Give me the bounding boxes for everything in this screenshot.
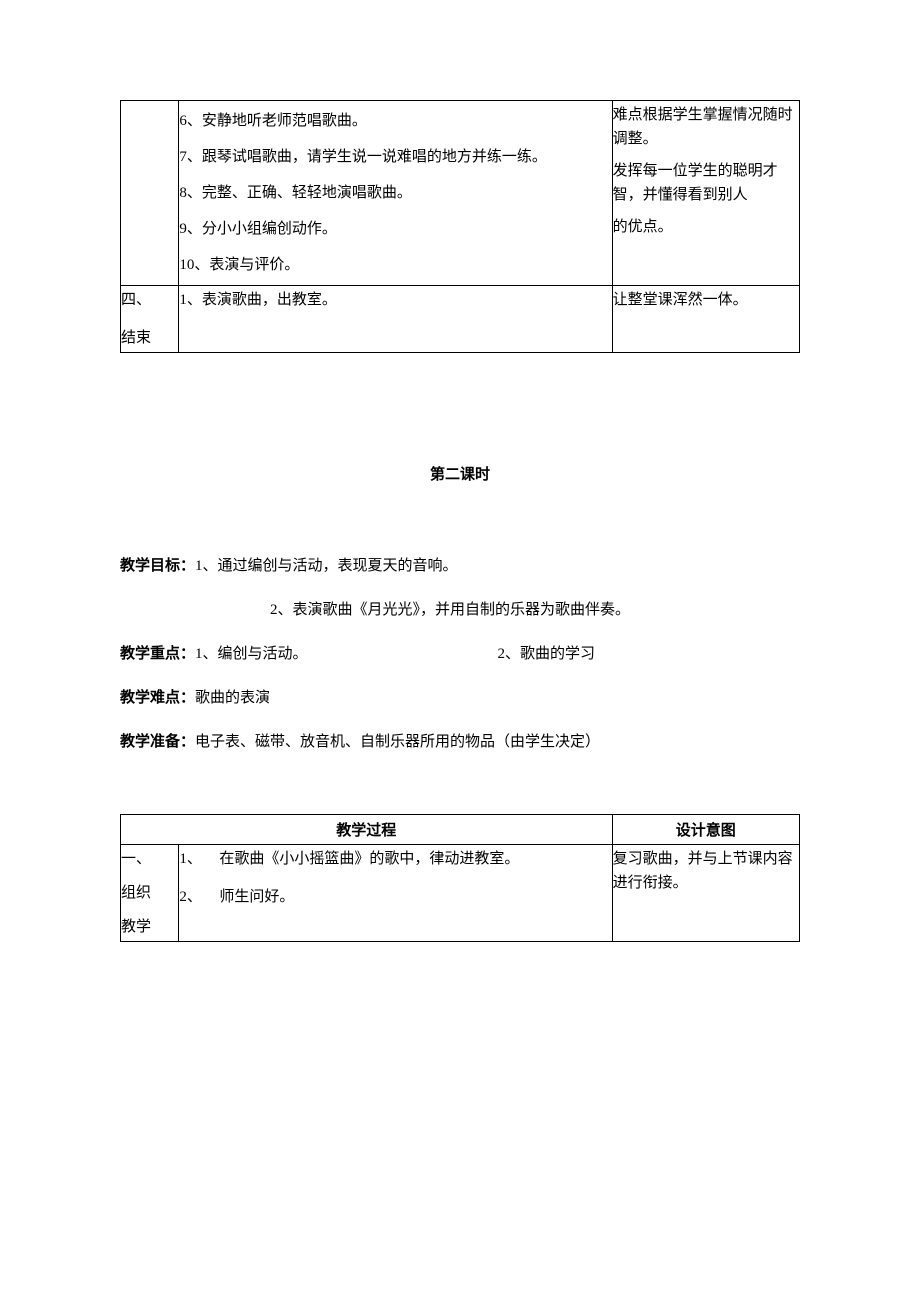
keypoint-item-2: 2、歌曲的学习 [498, 642, 596, 666]
cell-intent: 复习歌曲，并与上节课内容进行衔接。 [612, 845, 799, 942]
header-intent: 设计意图 [612, 815, 799, 845]
process-line: 2、师生问好。 [179, 885, 611, 909]
cell-stage [121, 101, 179, 286]
difficulty-label: 教学难点： [120, 690, 195, 706]
table-row: 一、 组织 教学 1、在歌曲《小小摇篮曲》的歌中，律动进教室。 2、师生问好。 … [121, 845, 800, 942]
difficulty-line: 教学难点：歌曲的表演 [120, 686, 800, 710]
process-line: 10、表演与评价。 [179, 247, 611, 283]
intent-line: 让整堂课浑然一体。 [613, 288, 799, 312]
intent-line: 复习歌曲，并与上节课内容进行衔接。 [613, 847, 799, 895]
cell-stage: 一、 组织 教学 [121, 845, 179, 942]
header-process: 教学过程 [121, 815, 613, 845]
objectives-line-1: 教学目标：1、通过编创与活动，表现夏天的音响。 [120, 554, 800, 578]
process-line: 1、在歌曲《小小摇篮曲》的歌中，律动进教室。 [179, 847, 611, 871]
lesson-table-2: 教学过程 设计意图 一、 组织 教学 1、在歌曲《小小摇篮曲》的歌中，律动进教室… [120, 814, 800, 942]
prep-label: 教学准备： [120, 734, 195, 750]
difficulty-text: 歌曲的表演 [195, 690, 270, 706]
document-page: 6、安静地听老师范唱歌曲。 7、跟琴试唱歌曲，请学生说一说难唱的地方并练一练。 … [0, 0, 920, 1002]
stage-line: 结束 [121, 326, 178, 350]
keypoint-line: 教学重点：1、编创与活动。 2、歌曲的学习 [120, 642, 800, 666]
process-line: 9、分小小组编创动作。 [179, 211, 611, 247]
objectives-item-2: 2、表演歌曲《月光光》，并用自制的乐器为歌曲伴奏。 [120, 598, 800, 622]
keypoint-label: 教学重点： [120, 646, 195, 662]
table-row: 6、安静地听老师范唱歌曲。 7、跟琴试唱歌曲，请学生说一说难唱的地方并练一练。 … [121, 101, 800, 286]
intent-line: 难点根据学生掌握情况随时调整。 [613, 103, 799, 151]
cell-process: 1、在歌曲《小小摇篮曲》的歌中，律动进教室。 2、师生问好。 [179, 845, 612, 942]
process-line: 8、完整、正确、轻轻地演唱歌曲。 [179, 175, 611, 211]
keypoint-item-1: 1、编创与活动。 [195, 646, 308, 662]
section-title: 第二课时 [120, 463, 800, 484]
cell-stage: 四、 结束 [121, 286, 179, 353]
lesson-table-1: 6、安静地听老师范唱歌曲。 7、跟琴试唱歌曲，请学生说一说难唱的地方并练一练。 … [120, 100, 800, 353]
cell-process: 6、安静地听老师范唱歌曲。 7、跟琴试唱歌曲，请学生说一说难唱的地方并练一练。 … [179, 101, 612, 286]
table-row: 四、 结束 1、表演歌曲，出教室。 让整堂课浑然一体。 [121, 286, 800, 353]
stage-line: 组织 [121, 881, 178, 905]
prep-text: 电子表、磁带、放音机、自制乐器所用的物品（由学生决定） [195, 734, 600, 750]
stage-line: 教学 [121, 915, 178, 939]
intent-line: 发挥每一位学生的聪明才智，并懂得看到别人 [613, 159, 799, 207]
table-header-row: 教学过程 设计意图 [121, 815, 800, 845]
process-line: 7、跟琴试唱歌曲，请学生说一说难唱的地方并练一练。 [179, 139, 611, 175]
cell-process: 1、表演歌曲，出教室。 [179, 286, 612, 353]
stage-line: 四、 [121, 288, 178, 312]
process-line: 6、安静地听老师范唱歌曲。 [179, 103, 611, 139]
stage-line: 一、 [121, 847, 178, 871]
intent-line: 的优点。 [613, 215, 799, 239]
process-line: 1、表演歌曲，出教室。 [179, 288, 611, 312]
cell-intent: 让整堂课浑然一体。 [612, 286, 799, 353]
prep-line: 教学准备：电子表、磁带、放音机、自制乐器所用的物品（由学生决定） [120, 730, 800, 754]
cell-intent: 难点根据学生掌握情况随时调整。 发挥每一位学生的聪明才智，并懂得看到别人 的优点… [612, 101, 799, 286]
objectives-item-1: 1、通过编创与活动，表现夏天的音响。 [195, 558, 458, 574]
objectives-label: 教学目标： [120, 558, 195, 574]
